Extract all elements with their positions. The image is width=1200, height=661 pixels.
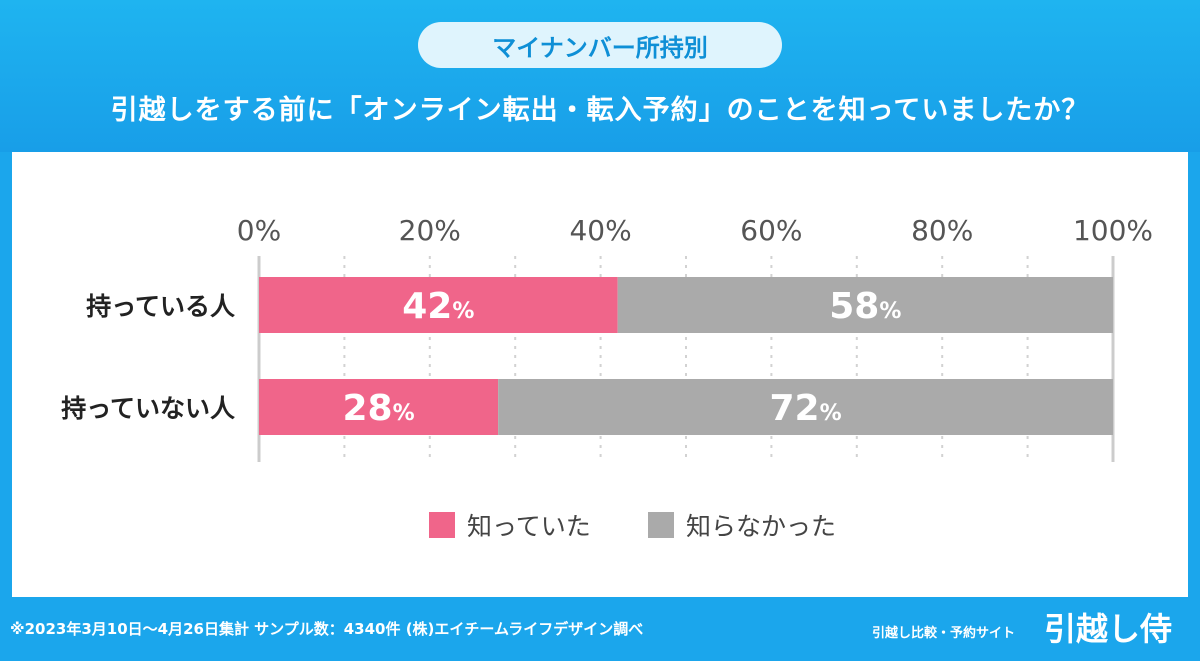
x-tick-label: 60% — [740, 214, 802, 247]
bar-segment — [617, 277, 1113, 333]
bar-segment — [498, 379, 1113, 435]
legend-swatch — [648, 512, 674, 538]
bar-segment — [259, 379, 499, 435]
footer-note: ※2023年3月10日〜4月26日集計 サンプル数：4340件 (株)エイチーム… — [10, 620, 644, 638]
chart-panel: 0% 20% 40% 60% 80% 100% 42% 58% 28% 72% 持っている人持っ… — [12, 152, 1188, 597]
category-label: 持っていない人 — [61, 394, 235, 423]
bar-value-label: 72% — [769, 388, 841, 429]
segment-pill: マイナンバー所持別 — [418, 22, 782, 68]
legend-label: 知らなかった — [686, 512, 836, 541]
bar-value-label: 42% — [402, 286, 474, 327]
legend-label: 知っていた — [467, 512, 591, 541]
brand-logo: 引越し侍 — [1044, 610, 1173, 648]
x-tick-label: 0% — [237, 214, 281, 247]
bar-value-label: 58% — [829, 286, 901, 327]
header-banner: マイナンバー所持別 引越しをする前に「オンライン転出・転入予約」のことを知ってい… — [0, 0, 1200, 152]
category-label: 持っている人 — [86, 292, 235, 321]
segment-pill-label: マイナンバー所持別 — [492, 33, 708, 62]
stacked-bar-chart: 0% 20% 40% 60% 80% 100% 42% 58% 28% 72% 持っている人持っ… — [61, 214, 1153, 541]
x-tick-label: 80% — [911, 214, 973, 247]
survey-question: 引越しをする前に「オンライン転出・転入予約」のことを知っていましたか？ — [110, 95, 1090, 126]
x-tick-label: 100% — [1073, 214, 1153, 247]
x-tick-label: 40% — [569, 214, 631, 247]
bar-value-label: 28% — [342, 388, 414, 429]
x-tick-label: 20% — [399, 214, 461, 247]
bar-segment — [259, 277, 618, 333]
brand-tagline: 引越し比較・予約サイト — [872, 626, 1016, 641]
legend-swatch — [429, 512, 455, 538]
